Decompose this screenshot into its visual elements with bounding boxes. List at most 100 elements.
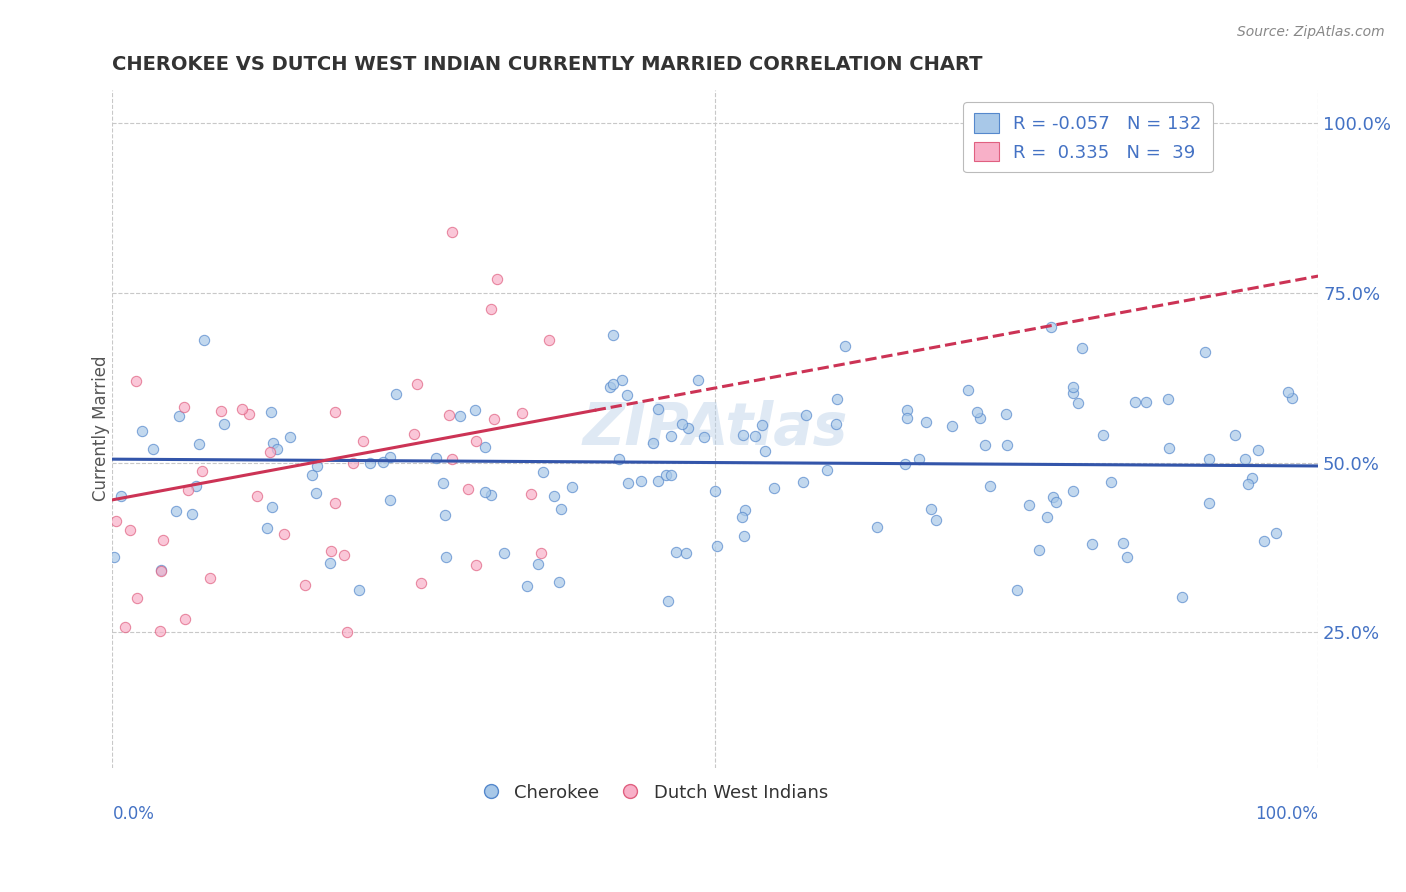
Point: [641, 436, 664, 450]
Point: [457, 482, 479, 496]
Point: [995, 408, 1018, 422]
Point: [1066, 396, 1088, 410]
Point: [647, 401, 669, 416]
Point: [125, 591, 148, 606]
Point: [437, 409, 460, 423]
Point: [815, 463, 838, 477]
Point: [655, 467, 678, 482]
Point: [193, 333, 215, 347]
Point: [110, 489, 132, 503]
Point: [925, 513, 948, 527]
Point: [1240, 470, 1263, 484]
Point: [131, 424, 153, 438]
Point: [1112, 536, 1135, 550]
Point: [246, 489, 269, 503]
Point: [262, 436, 284, 450]
Point: [733, 529, 755, 543]
Point: [273, 527, 295, 541]
Point: [1018, 498, 1040, 512]
Point: [1070, 342, 1092, 356]
Point: [979, 479, 1001, 493]
Point: [704, 484, 727, 499]
Point: [734, 503, 756, 517]
Point: [973, 438, 995, 452]
Point: [238, 407, 260, 421]
Point: [1005, 582, 1028, 597]
Point: [762, 481, 785, 495]
Point: [657, 594, 679, 608]
Point: [125, 374, 148, 388]
Point: [169, 409, 191, 423]
Point: [659, 429, 682, 443]
Point: [479, 301, 502, 316]
Point: [294, 577, 316, 591]
Point: [599, 380, 621, 394]
Point: [969, 411, 991, 425]
Point: [908, 451, 931, 466]
Point: [671, 417, 693, 431]
Point: [278, 430, 301, 444]
Point: [323, 405, 346, 419]
Point: [550, 501, 572, 516]
Point: [305, 459, 328, 474]
Point: [1045, 494, 1067, 508]
Point: [177, 483, 200, 498]
Point: [1062, 386, 1084, 401]
Point: [256, 520, 278, 534]
Point: [378, 493, 401, 508]
Point: [150, 563, 173, 577]
Point: [834, 339, 856, 353]
Point: [191, 464, 214, 478]
Point: [149, 564, 172, 578]
Point: [1135, 394, 1157, 409]
Point: [402, 427, 425, 442]
Text: 0.0%: 0.0%: [112, 805, 155, 823]
Text: Source: ZipAtlas.com: Source: ZipAtlas.com: [1237, 25, 1385, 39]
Point: [647, 474, 669, 488]
Point: [744, 429, 766, 443]
Point: [1237, 477, 1260, 491]
Point: [1028, 543, 1050, 558]
Point: [659, 468, 682, 483]
Point: [530, 546, 553, 560]
Point: [1198, 452, 1220, 467]
Point: [825, 392, 848, 406]
Point: [142, 442, 165, 457]
Point: [166, 504, 188, 518]
Point: [103, 549, 125, 564]
Point: [751, 417, 773, 432]
Text: ZIPAtlas: ZIPAtlas: [582, 401, 848, 457]
Point: [464, 434, 486, 449]
Point: [548, 574, 571, 589]
Point: [188, 437, 211, 451]
Point: [1125, 395, 1147, 409]
Point: [149, 624, 172, 638]
Point: [359, 457, 381, 471]
Point: [464, 558, 486, 573]
Point: [516, 579, 538, 593]
Point: [1264, 525, 1286, 540]
Point: [966, 405, 988, 419]
Point: [1247, 442, 1270, 457]
Point: [676, 421, 699, 435]
Point: [152, 533, 174, 547]
Point: [212, 417, 235, 432]
Point: [440, 451, 463, 466]
Point: [474, 485, 496, 500]
Point: [896, 411, 918, 425]
Point: [120, 523, 142, 537]
Point: [259, 405, 281, 419]
Point: [537, 333, 560, 347]
Point: [520, 487, 543, 501]
Point: [342, 456, 364, 470]
Point: [824, 417, 846, 431]
Point: [630, 474, 652, 488]
Point: [432, 475, 454, 490]
Point: [688, 373, 710, 387]
Text: 100.0%: 100.0%: [1256, 805, 1319, 823]
Point: [941, 418, 963, 433]
Point: [485, 272, 508, 286]
Point: [114, 620, 136, 634]
Point: [1062, 484, 1084, 499]
Point: [1198, 496, 1220, 510]
